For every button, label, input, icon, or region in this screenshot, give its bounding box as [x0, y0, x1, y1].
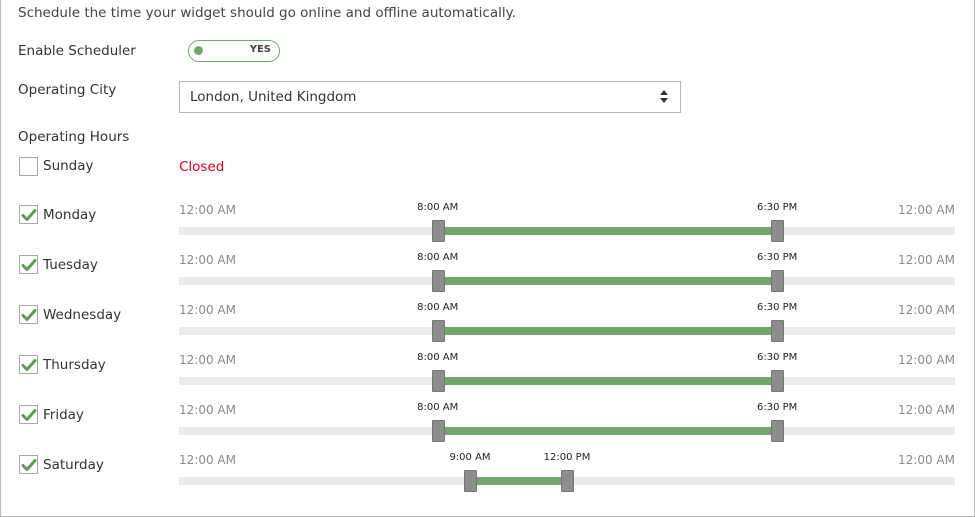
open-time-handle[interactable] — [431, 420, 445, 442]
operating-hours-label: Operating Hours — [18, 129, 130, 145]
range-end-label: 12:00 AM — [898, 453, 955, 467]
open-hours-range — [437, 277, 778, 285]
open-time-handle[interactable] — [431, 270, 445, 292]
day-checkbox-monday[interactable] — [19, 205, 38, 224]
open-hours-range — [437, 377, 778, 385]
range-end-label: 12:00 AM — [898, 353, 955, 367]
scheduler-description: Schedule the time your widget should go … — [18, 5, 516, 21]
operating-city-value: London, United Kingdom — [190, 89, 357, 105]
range-start-label: 12:00 AM — [179, 353, 236, 367]
operating-city-select[interactable]: London, United Kingdom — [179, 81, 681, 113]
close-time-handle[interactable] — [771, 220, 785, 242]
range-end-label: 12:00 AM — [898, 203, 955, 217]
open-time-handle[interactable] — [431, 220, 445, 242]
enable-scheduler-label: Enable Scheduler — [18, 43, 136, 59]
hours-slider-track[interactable] — [179, 277, 955, 285]
day-checkbox-saturday[interactable] — [19, 455, 38, 474]
open-hours-range — [470, 477, 567, 485]
day-name: Tuesday — [43, 257, 98, 273]
range-end-label: 12:00 AM — [898, 303, 955, 317]
closed-status: Closed — [179, 159, 225, 175]
open-time-label: 8:00 AM — [417, 402, 459, 413]
open-hours-range — [437, 327, 778, 335]
hours-slider-track[interactable] — [179, 377, 955, 385]
open-time-handle[interactable] — [431, 370, 445, 392]
enable-scheduler-toggle[interactable]: YES — [188, 40, 280, 62]
day-row-saturday: Saturday 12:00 AM 12:00 AM 9:00 AM 12:00 PM — [0, 452, 975, 505]
day-name: Saturday — [43, 457, 104, 473]
day-row-sunday: Sunday Closed — [0, 156, 975, 206]
open-hours-range — [437, 427, 778, 435]
close-time-handle[interactable] — [771, 320, 785, 342]
open-time-label: 8:00 AM — [417, 202, 459, 213]
close-time-label: 6:30 PM — [757, 202, 798, 213]
close-time-handle[interactable] — [771, 270, 785, 292]
close-time-handle[interactable] — [561, 470, 574, 492]
day-checkbox-sunday[interactable] — [19, 157, 38, 176]
day-name: Friday — [43, 407, 84, 423]
day-row-wednesday: Wednesday 12:00 AM 12:00 AM 8:00 AM 6:30 PM — [0, 302, 975, 355]
day-checkbox-tuesday[interactable] — [19, 255, 38, 274]
close-time-label: 6:30 PM — [757, 402, 798, 413]
range-end-label: 12:00 AM — [898, 253, 955, 267]
day-name: Thursday — [43, 357, 106, 373]
close-time-label: 6:30 PM — [757, 302, 798, 313]
close-time-handle[interactable] — [771, 370, 785, 392]
open-time-label: 8:00 AM — [417, 352, 459, 363]
range-start-label: 12:00 AM — [179, 453, 236, 467]
day-row-thursday: Thursday 12:00 AM 12:00 AM 8:00 AM 6:30 PM — [0, 352, 975, 405]
day-name: Monday — [43, 207, 97, 223]
open-hours-range — [437, 227, 778, 235]
toggle-state-text: YES — [249, 44, 271, 55]
close-time-label: 6:30 PM — [757, 252, 798, 263]
open-time-handle[interactable] — [464, 470, 477, 492]
operating-city-label: Operating City — [18, 82, 117, 98]
range-start-label: 12:00 AM — [179, 253, 236, 267]
day-checkbox-wednesday[interactable] — [19, 305, 38, 324]
select-arrows-icon — [660, 90, 668, 104]
range-end-label: 12:00 AM — [898, 403, 955, 417]
day-row-tuesday: Tuesday 12:00 AM 12:00 AM 8:00 AM 6:30 PM — [0, 252, 975, 305]
toggle-knob — [194, 46, 203, 55]
hours-slider-track[interactable] — [179, 427, 955, 435]
day-checkbox-thursday[interactable] — [19, 355, 38, 374]
range-start-label: 12:00 AM — [179, 203, 236, 217]
hours-slider-track[interactable] — [179, 327, 955, 335]
open-time-label: 8:00 AM — [417, 252, 459, 263]
close-time-label: 6:30 PM — [757, 352, 798, 363]
day-name: Wednesday — [43, 307, 122, 323]
close-time-handle[interactable] — [771, 420, 785, 442]
open-time-label: 8:00 AM — [417, 302, 459, 313]
open-time-handle[interactable] — [431, 320, 445, 342]
range-start-label: 12:00 AM — [179, 303, 236, 317]
day-checkbox-friday[interactable] — [19, 405, 38, 424]
hours-slider-track[interactable] — [179, 227, 955, 235]
day-row-monday: Monday 12:00 AM 12:00 AM 8:00 AM 6:30 PM — [0, 202, 975, 255]
day-row-friday: Friday 12:00 AM 12:00 AM 8:00 AM 6:30 PM — [0, 402, 975, 455]
close-time-label: 12:00 PM — [543, 452, 591, 463]
range-start-label: 12:00 AM — [179, 403, 236, 417]
open-time-label: 9:00 AM — [449, 452, 491, 463]
day-name: Sunday — [43, 158, 94, 174]
